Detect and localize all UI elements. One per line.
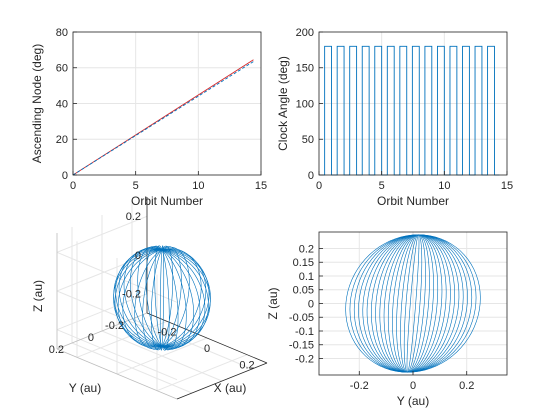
x-axis-label: X (au) [214,381,247,395]
orbit-ellipse [123,247,201,349]
orbit-ellipse [400,234,426,373]
grid-lines [318,31,508,176]
y-tick-label: 0.2 [49,344,64,356]
x-tick-label: 15 [255,180,267,192]
orbit-ellipse [137,246,187,350]
orbit-ellipse [117,248,207,348]
y-tick-label: 50 [302,134,314,146]
z-tick-label: 0.2 [126,211,141,223]
orbit-ellipse [159,245,165,351]
x-tick-label: 15 [501,180,513,192]
orbit-ellipse [353,234,473,373]
box-edge [56,312,148,350]
y-tick-label: 100 [296,98,314,110]
orbit-ellipse [345,234,481,373]
orbit-ellipse [396,234,430,373]
x-tick-label: 0 [204,343,210,355]
y-tick-label: -0.15 [289,340,314,352]
tick-labels: 0 5 10 15 0 20 40 60 80 [56,27,267,192]
x-tick-label: 10 [438,180,450,192]
series-group [72,59,254,176]
y-tick-label: 200 [296,27,314,39]
y-tick-label: -0.2 [105,320,124,332]
x-tick-label: 0 [70,180,76,192]
orbit-ellipse [366,234,460,373]
floor-grid-y [71,342,193,394]
orbit-ellipse [387,234,439,373]
3d-box [56,197,268,400]
y-axis-label: Z (au) [266,287,280,319]
orbit-ellipse [392,234,434,373]
tick-labels: -0.2 0 0.2 0.2 0 -0.2 0.2 0 -0.2 [49,211,255,371]
x-tick-label: 0.2 [459,380,474,392]
orbit-ellipse [371,234,455,373]
grid-lines [72,31,262,176]
y-tick-label: 20 [56,134,68,146]
y-axis-label: Y (au) [69,381,101,395]
z-tick-label: 0 [135,250,141,262]
orbit-ellipse [154,245,170,351]
orbit-ellipse [406,234,420,373]
y-tick-label: 60 [56,63,68,75]
series-group [345,234,481,373]
orbit-ellipse [358,234,468,373]
z-tick-label: -0.2 [122,289,141,301]
z-axis-label: Z (au) [31,280,45,312]
x-axis-label: Orbit Number [131,194,203,208]
orbit-ellipse [379,234,447,373]
x-tick-label: 0 [316,180,322,192]
grid-lines [319,232,507,375]
box-edge [56,348,178,400]
y-tick-label: 0.15 [293,257,314,269]
y-tick-label: 0.05 [293,285,314,297]
orbit-ellipse [362,234,464,373]
series-line-2 [72,61,254,176]
orbit-ellipse [145,245,179,351]
y-tick-label: 0 [62,170,68,182]
orbit-ellipse [134,246,190,350]
y-tick-label: 0 [88,332,94,344]
orbit-ellipse [114,249,210,347]
orbit-ellipse [349,234,477,373]
y-tick-label: 80 [56,27,68,39]
y-tick-label: 0.1 [299,271,314,283]
orbit-3d-panel: -0.2 0 0.2 0.2 0 -0.2 0.2 0 -0.2 X (au) Y (au) Z… [31,197,268,400]
x-axis-line [146,312,268,364]
orbit-yz-panel: -0.2 0 0.2-0.2-0.15-0.1-0.0500.050.10.150.… [266,231,508,408]
x-tick-label: 0.2 [239,360,254,372]
y-tick-label: -0.2 [295,353,314,365]
orbit-ellipse [403,234,423,373]
y-tick-label: 0 [308,170,314,182]
orbit-ellipse [383,234,443,373]
y-tick-label: -0.05 [289,312,314,324]
orbit-ellipse [375,234,451,373]
y-tick-label: 0.2 [299,243,314,255]
y-tick-label: 0 [308,298,314,310]
x-tick-label: 5 [133,180,139,192]
tick-labels: -0.2 0 0.2-0.2-0.15-0.1-0.0500.050.10.150.… [289,243,474,392]
y-axis-label: Ascending Node (deg) [30,44,44,163]
orbit-ellipse [118,248,206,348]
series-group [113,245,211,351]
y-tick-label: -0.1 [295,326,314,338]
y-tick-label: 40 [56,98,68,110]
orbit-ellipse [129,246,194,350]
floor-edge [176,362,268,400]
x-tick-label: -0.2 [350,380,369,392]
orbit-ellipse [113,249,211,347]
x-axis-label: Y (au) [397,394,429,408]
x-tick-label: 10 [192,180,204,192]
y-tick-label: 150 [296,63,314,75]
x-tick-label: 5 [379,180,385,192]
x-axis-label: Orbit Number [377,194,449,208]
ascending-node-panel: 0 5 10 15 0 20 40 60 80 Orbit Number Ascending N… [30,27,267,208]
x-tick-label: 0 [410,380,416,392]
side-grid-z [56,215,148,253]
x-tick-label: -0.2 [158,326,177,338]
y-axis-label: Clock Angle (deg) [276,56,290,151]
